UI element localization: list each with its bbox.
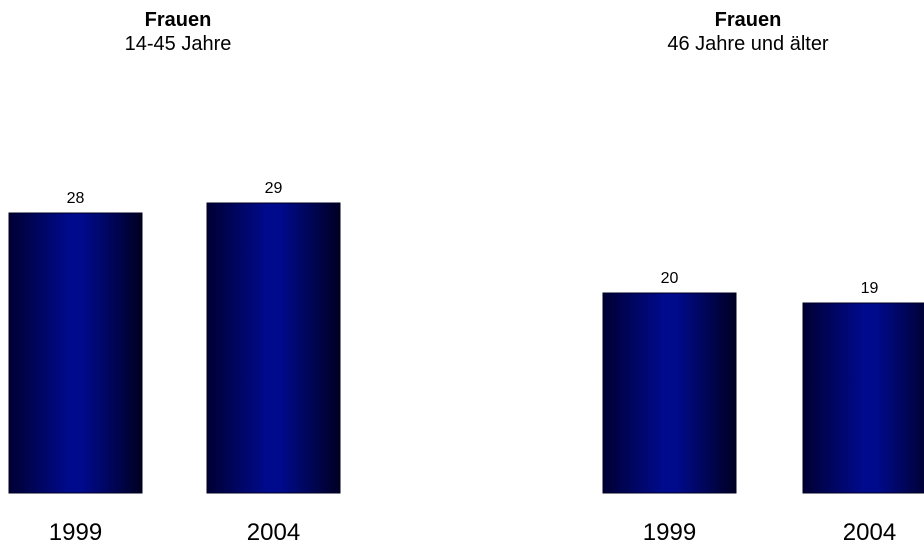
chart-subtitle: 14-45 Jahre [124,33,232,55]
chart-subtitle: 46 Jahre und älter [667,33,829,55]
chart-title: Frauen [144,9,212,31]
chart-title-right: Frauen 46 Jahre und älter [598,8,898,56]
category-label: 2004 [843,519,896,545]
bar-1999 [602,292,737,494]
data-label: 29 [265,180,283,197]
category-label: 1999 [49,519,102,545]
category-label: 2004 [247,519,300,545]
bar-2004 [206,202,341,494]
bar-2004 [802,302,924,494]
data-label: 19 [861,280,879,297]
data-label: 20 [661,270,679,287]
category-label: 1999 [643,519,696,545]
chart-title-left: Frauen 14-45 Jahre [28,8,328,56]
data-label: 28 [67,190,85,207]
chart-title: Frauen [714,9,782,31]
bar-1999 [8,212,143,494]
